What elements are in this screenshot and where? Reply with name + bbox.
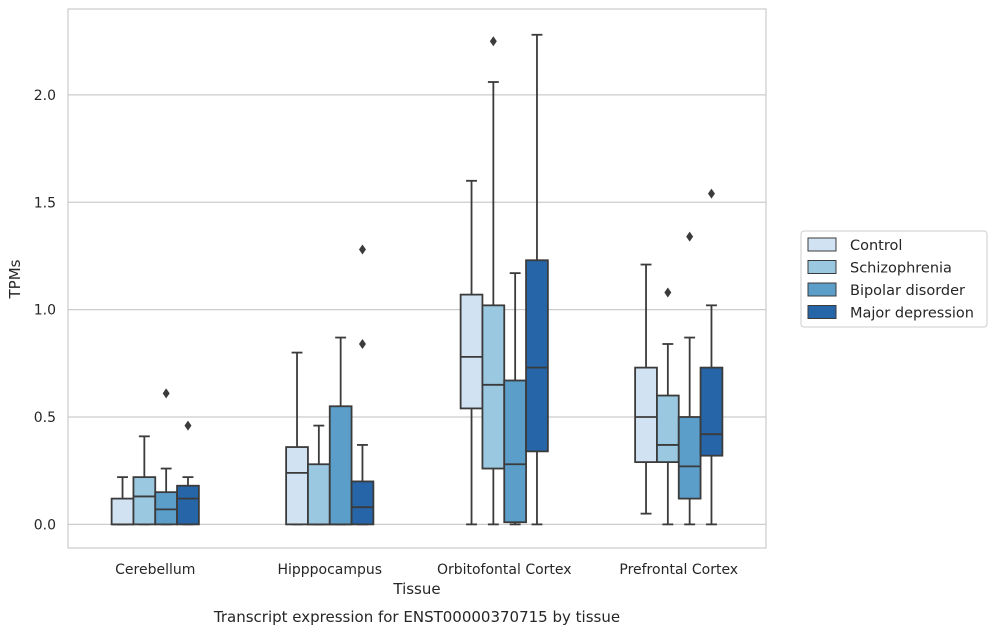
- legend-label: Schizophrenia: [850, 261, 952, 277]
- box-iqr: [677, 416, 702, 500]
- box-iqr: [132, 476, 157, 526]
- y-axis-ticks: 0.0 0.5 1.0 1.5 2.0: [34, 88, 56, 533]
- box-iqr: [525, 259, 549, 453]
- box-iqr: [285, 446, 309, 526]
- legend-label: Major depression: [850, 306, 974, 322]
- x-axis-label: Tissue: [392, 580, 440, 598]
- box-iqr: [459, 293, 484, 410]
- legend-swatch: [807, 282, 837, 297]
- outlier-point: [358, 244, 366, 255]
- box-iqr: [699, 366, 724, 457]
- box-plot-area: [110, 33, 724, 526]
- legend-label: Bipolar disorder: [850, 283, 965, 299]
- outlier-point: [358, 338, 366, 349]
- box-group: [285, 351, 309, 526]
- x-axis-ticks: Cerebellum Hipppocampus Orbitofontal Corte…: [115, 562, 738, 578]
- x-tick-label: Hipppocampus: [277, 562, 382, 578]
- box-iqr: [154, 491, 178, 526]
- box-iqr: [110, 497, 135, 526]
- box-group: [503, 272, 527, 526]
- y-tick-label: 1.5: [34, 195, 56, 211]
- box-group: [481, 36, 506, 526]
- y-tick-label: 1.0: [34, 303, 56, 319]
- legend: Control Schizophrenia Bipolar disorder Majo…: [800, 230, 988, 328]
- box-group: [154, 388, 178, 526]
- y-axis-label: TPMs: [6, 259, 24, 299]
- box-iqr: [634, 366, 658, 464]
- box-group: [677, 231, 702, 526]
- box-group: [350, 244, 375, 526]
- box-group: [176, 420, 200, 526]
- box-iqr: [481, 304, 506, 470]
- legend-swatch: [807, 260, 837, 274]
- box-iqr: [656, 394, 680, 464]
- outlier-point: [184, 420, 192, 431]
- outlier-point: [664, 287, 672, 298]
- legend-frame: [800, 230, 988, 328]
- box-iqr: [503, 379, 527, 524]
- legend-swatch: [807, 305, 837, 319]
- y-tick-label: 0.5: [34, 410, 56, 426]
- x-tick-label: Cerebellum: [115, 562, 195, 578]
- box-group: [525, 33, 549, 526]
- legend-swatch: [807, 237, 837, 252]
- box-group: [110, 476, 135, 526]
- chart-caption: Transcript expression for ENST0000037071…: [213, 608, 620, 626]
- box-group: [459, 179, 484, 526]
- box-iqr: [350, 480, 375, 526]
- box-group: [634, 263, 658, 515]
- box-group: [132, 435, 157, 526]
- outlier-point: [707, 188, 715, 199]
- box-iqr: [307, 463, 331, 526]
- outlier-point: [489, 36, 497, 47]
- y-tick-label: 0.0: [34, 517, 56, 533]
- box-group: [328, 336, 353, 526]
- x-tick-label: Orbitofontal Cortex: [437, 562, 572, 578]
- x-tick-label: Prefrontal Cortex: [619, 562, 738, 578]
- box-group: [656, 287, 680, 526]
- box-group: [699, 188, 724, 526]
- outlier-point: [162, 388, 170, 399]
- box-iqr: [176, 484, 200, 526]
- outlier-point: [686, 231, 694, 242]
- plot-frame: [67, 8, 767, 549]
- box-group: [307, 424, 331, 526]
- legend-label: Control: [850, 238, 902, 254]
- box-iqr: [328, 405, 353, 526]
- y-tick-label: 2.0: [34, 88, 56, 104]
